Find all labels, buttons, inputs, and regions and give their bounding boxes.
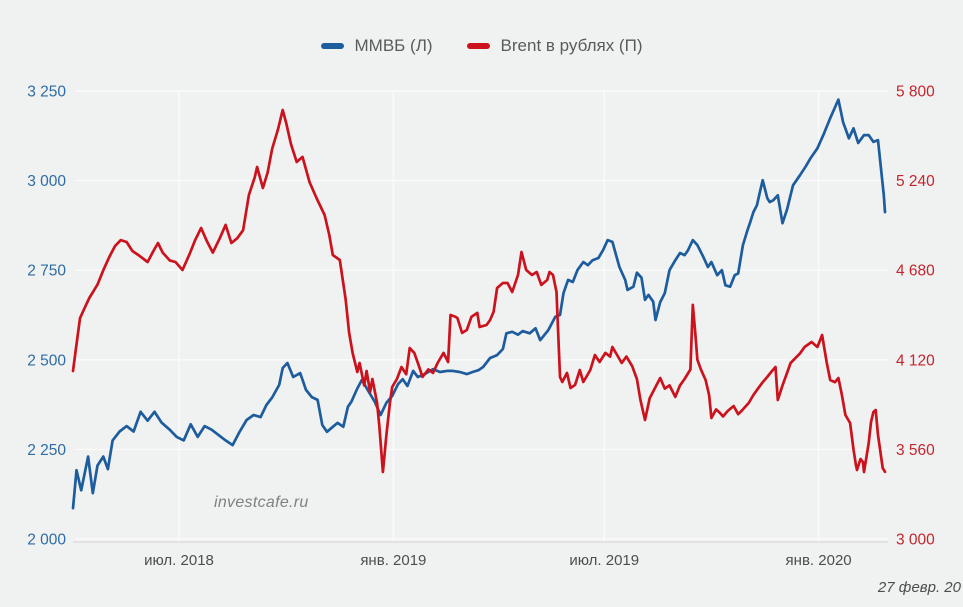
legend-item-brent: Brent в рублях (П) — [466, 36, 643, 56]
date-stamp: 27 февр. 20 — [877, 579, 961, 596]
y-axis-left-tick-label: 3 000 — [27, 173, 66, 190]
legend-marker-icon — [320, 43, 344, 49]
watermark: investcafe.ru — [214, 494, 309, 511]
y-axis-right-tick-label: 5 800 — [896, 84, 935, 101]
y-axis-left-tick-label: 2 750 — [27, 263, 66, 280]
y-axis-right-tick-label: 3 000 — [896, 532, 935, 549]
x-axis-tick-label: июл. 2018 — [144, 552, 214, 569]
y-axis-left-tick-label: 3 250 — [27, 84, 66, 101]
x-axis-tick-label: янв. 2020 — [786, 552, 852, 569]
series-line-brent — [71, 108, 887, 474]
y-axis-left-tick-label: 2 000 — [27, 532, 66, 549]
y-axis-left-tick-label: 2 250 — [27, 442, 66, 459]
y-axis-right-tick-label: 5 240 — [896, 173, 935, 190]
legend-label: Brent в рублях (П) — [500, 36, 643, 55]
y-axis-left-tick-label: 2 500 — [27, 352, 66, 369]
series-line-mmvb — [71, 98, 887, 510]
x-axis-tick-label: янв. 2019 — [360, 552, 426, 569]
y-axis-right-tick-label: 3 560 — [896, 442, 935, 459]
y-axis-right-tick-label: 4 680 — [896, 263, 935, 280]
y-axis-right-tick-label: 4 120 — [896, 352, 935, 369]
legend-item-mmvb: ММВБ (Л) — [320, 36, 433, 56]
chart-legend: ММВБ (Л) Brent в рублях (П) — [0, 34, 963, 58]
x-axis-tick-label: июл. 2019 — [569, 552, 639, 569]
legend-label: ММВБ (Л) — [354, 36, 433, 55]
legend-marker-icon — [466, 43, 490, 49]
